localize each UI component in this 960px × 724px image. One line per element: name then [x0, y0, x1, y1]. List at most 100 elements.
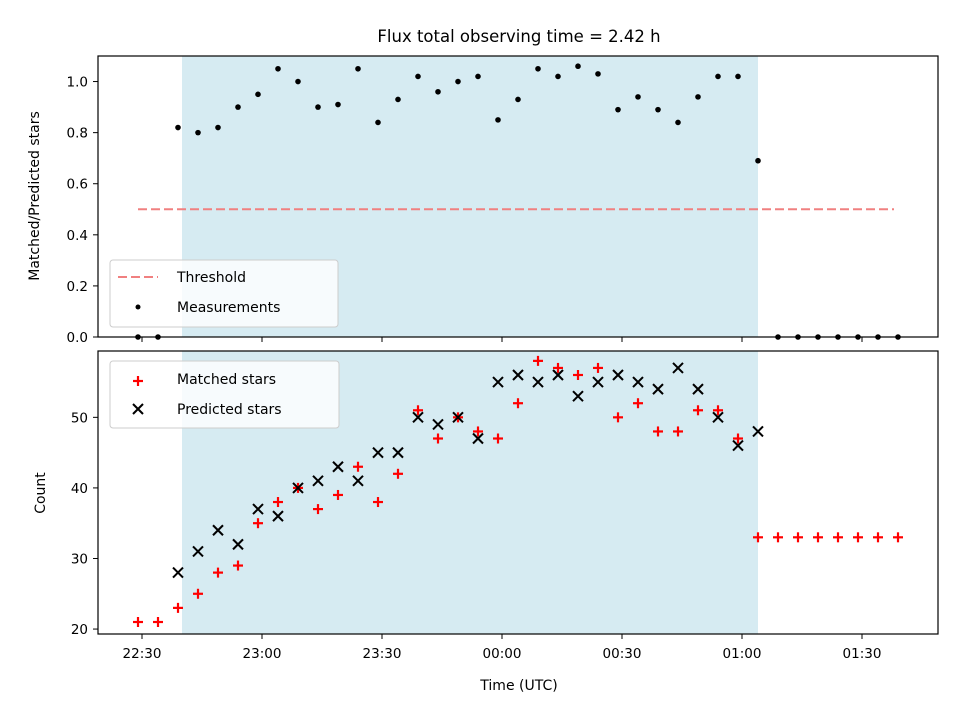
matched-star-point: [473, 426, 483, 437]
matched-star-point: [353, 461, 363, 472]
bottom-y-axis-label: Count: [33, 472, 49, 514]
measurement-point: [535, 65, 541, 72]
measurement-point: [255, 91, 261, 98]
legend-matched-label: Matched stars: [177, 372, 276, 388]
predicted-star-point: [252, 503, 264, 515]
matched-star-point: [273, 497, 283, 508]
matched-star-point: [533, 355, 543, 366]
matched-star-point: [753, 532, 763, 543]
predicted-star-point: [332, 461, 344, 473]
matched-star-point: [133, 617, 143, 628]
matched-star-point: [593, 362, 603, 373]
matched-star-point: [313, 504, 323, 515]
bottom-y-axis-ticks: 20 30 40 50: [71, 410, 98, 638]
bottom-ytick-label: 30: [71, 551, 88, 567]
measurement-point: [355, 65, 361, 72]
matched-star-point: [153, 617, 163, 628]
measurement-point: [295, 78, 301, 85]
top-ytick-label: 0.4: [67, 228, 88, 244]
measurement-point: [215, 124, 221, 131]
measurement-point: [655, 106, 661, 113]
legend-matched-swatch: [133, 376, 143, 386]
matched-star-point: [393, 468, 403, 479]
measurement-point: [195, 129, 201, 136]
measurement-point: [415, 73, 421, 80]
measurement-point: [715, 73, 721, 80]
matched-star-point: [413, 405, 423, 416]
matched-star-point: [573, 369, 583, 380]
top-y-axis-label: Matched/Predicted stars: [27, 111, 43, 281]
matched-star-point: [613, 412, 623, 423]
measurement-point: [275, 65, 281, 72]
measurement-point: [335, 101, 341, 108]
predicted-star-point: [432, 418, 444, 431]
top-y-axis-ticks: 0.0 0.2 0.4 0.6 0.8 1.0: [67, 75, 98, 346]
matched-star-point: [333, 489, 343, 500]
top-axes-frame: [97, 55, 939, 338]
predicted-star-point: [712, 411, 724, 424]
top-ytick-label: 1.0: [67, 75, 88, 91]
top-panel: 0.0 0.2 0.4 0.6 0.8 1.0 Matched/Predicted sta…: [27, 55, 939, 346]
predicted-star-point: [672, 362, 684, 374]
matched-star-point: [853, 532, 863, 543]
matched-star-point: [433, 433, 443, 444]
matched-star-point: [173, 602, 183, 613]
bottom-axes-frame: [97, 350, 939, 635]
bottom-legend: Matched stars Predicted stars: [109, 360, 340, 429]
bottom-ytick-label: 20: [71, 622, 88, 638]
predicted-star-point: [752, 425, 764, 438]
bottom-panel: 20 30 40 50 22:30 23:00 23:30 00:00 00:30 01:00 0…: [33, 350, 939, 694]
measurement-point: [595, 71, 601, 77]
predicted-star-point: [272, 510, 284, 522]
matched-star-point: [793, 532, 803, 543]
xtick-label: 23:00: [243, 646, 282, 662]
measurement-point: [615, 106, 621, 113]
matched-star-point: [733, 433, 743, 444]
xtick-label: 00:00: [483, 646, 522, 662]
legend-threshold-label: Threshold: [176, 270, 246, 286]
legend-predicted-swatch: [132, 403, 144, 415]
predicted-star-point: [452, 411, 464, 424]
predicted-star-point: [392, 446, 404, 459]
measurement-point: [235, 104, 241, 110]
matched-star-point: [773, 532, 783, 543]
measurement-point: [735, 73, 741, 80]
predicted-star-point: [512, 369, 524, 381]
x-axis-label: Time (UTC): [479, 678, 557, 694]
predicted-star-point: [372, 446, 384, 459]
top-x-axis-ticks: [141, 337, 863, 342]
top-legend-box: [109, 259, 339, 328]
xtick-label: 01:30: [843, 646, 882, 662]
matched-star-point: [633, 398, 643, 409]
matched-star-point: [813, 532, 823, 543]
predicted-star-point: [412, 411, 424, 424]
measurement-point: [395, 96, 401, 103]
measurement-points: [135, 63, 901, 340]
predicted-star-point: [652, 383, 664, 395]
xtick-label: 23:30: [363, 646, 402, 662]
matched-star-point: [513, 398, 523, 409]
predicted-star-point: [692, 383, 704, 395]
legend-measurements-swatch: [135, 304, 141, 310]
predicted-star-point: [592, 376, 604, 388]
measurement-point: [575, 63, 581, 70]
matched-star-point: [653, 426, 663, 437]
measurement-point: [555, 73, 561, 80]
bottom-ytick-label: 40: [71, 481, 88, 497]
top-legend: Threshold Measurements: [109, 259, 339, 328]
predicted-star-point: [292, 482, 304, 494]
measurement-point: [635, 94, 641, 100]
xtick-label: 00:30: [603, 646, 642, 662]
matched-star-point: [373, 497, 383, 508]
bottom-legend-box: [109, 360, 340, 429]
xtick-label: 01:00: [723, 646, 762, 662]
predicted-star-point: [172, 566, 184, 579]
matched-star-point: [673, 426, 683, 437]
measurement-point: [175, 124, 181, 131]
measurement-point: [495, 117, 501, 123]
matched-star-point: [233, 560, 243, 571]
bottom-ytick-label: 50: [71, 410, 88, 426]
measurement-point: [435, 88, 441, 95]
predicted-star-point: [572, 390, 584, 402]
